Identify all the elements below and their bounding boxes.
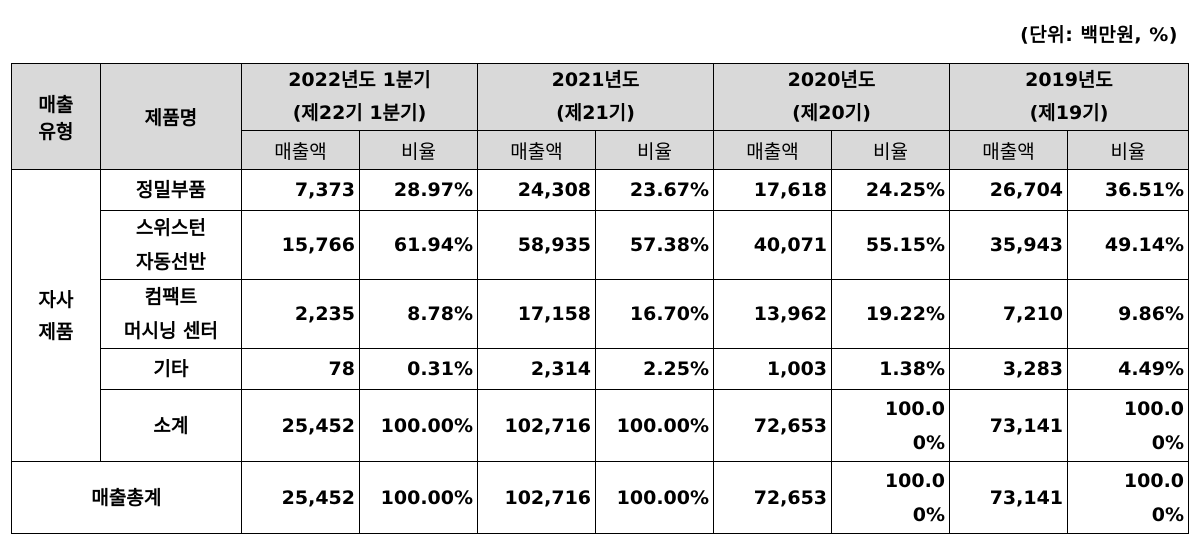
header-sales-amount: 매출액	[949, 130, 1069, 170]
cell-value: 25,452	[241, 461, 360, 534]
table-header: 매출 유형 제품명 2022년도 1분기 (제22기 1분기) 2021년도 (…	[11, 63, 1190, 170]
category-own-products: 자사 제품	[11, 169, 101, 462]
cell-value: 40,071	[713, 210, 833, 280]
cell-value: 58,935	[477, 210, 597, 280]
cell-value: 100.00%	[595, 389, 715, 462]
header-product-name: 제품명	[100, 63, 242, 170]
total-label: 매출총계	[11, 461, 242, 534]
cell-value: 2.25%	[595, 348, 715, 390]
product-name: 소계	[100, 389, 242, 462]
product-name: 컴팩트 머시닝 센터	[100, 279, 242, 349]
cell-value: 55.15%	[831, 210, 951, 280]
header-ratio: 비율	[831, 130, 951, 170]
cell-value: 16.70%	[595, 279, 715, 349]
cell-value: 15,766	[241, 210, 360, 280]
cell-value: 49.14%	[1067, 210, 1190, 280]
cell-value: 7,373	[241, 169, 360, 211]
header-sales-amount: 매출액	[477, 130, 597, 170]
cell-value: 100.0 0%	[1067, 389, 1190, 462]
cell-value: 100.0 0%	[1067, 461, 1190, 534]
cell-value: 4.49%	[1067, 348, 1190, 390]
header-ratio: 비율	[1067, 130, 1190, 170]
cell-value: 100.00%	[358, 461, 479, 534]
header-period-2022q1: 2022년도 1분기 (제22기 1분기)	[240, 63, 479, 131]
cell-value: 1,003	[713, 348, 833, 390]
product-name: 기타	[100, 348, 242, 390]
cell-value: 24,308	[477, 169, 597, 211]
cell-value: 72,653	[713, 389, 833, 462]
period-year: 2022년도 1분기	[288, 69, 431, 91]
period-term: (제20기)	[792, 102, 871, 124]
cell-value: 24.25%	[831, 169, 951, 211]
cell-value: 36.51%	[1067, 169, 1190, 211]
table-row: 자사 제품 정밀부품 7,373 28.97% 24,308 23.67% 17…	[11, 169, 1190, 462]
cell-value: 73,141	[949, 461, 1069, 534]
cell-value: 8.78%	[358, 279, 479, 349]
table-row: 스위스턴 자동선반 15,766 61.94% 58,935 57.38% 40…	[12, 210, 1190, 280]
header-sales-amount: 매출액	[713, 130, 833, 170]
header-sales-type: 매출 유형	[11, 63, 101, 170]
header-sales-amount: 매출액	[241, 130, 360, 170]
cell-value: 13,962	[713, 279, 833, 349]
header-period-2021: 2021년도 (제21기)	[477, 63, 715, 131]
subtotal-row: 소계 25,452 100.00% 102,716 100.00% 72,653…	[12, 389, 1190, 462]
cell-value: 28.97%	[358, 169, 479, 211]
cell-value: 17,618	[713, 169, 833, 211]
cell-value: 100.00%	[358, 389, 479, 462]
cell-value: 73,141	[949, 389, 1069, 462]
period-year: 2020년도	[787, 69, 876, 91]
cell-value: 25,452	[241, 389, 360, 462]
cell-value: 3,283	[949, 348, 1069, 390]
cell-value: 9.86%	[1067, 279, 1190, 349]
header-ratio: 비율	[595, 130, 715, 170]
cell-value: 23.67%	[595, 169, 715, 211]
table-row: 컴팩트 머시닝 센터 2,235 8.78% 17,158 16.70% 13,…	[12, 279, 1190, 349]
cell-value: 100.0 0%	[831, 461, 951, 534]
header-period-2020: 2020년도 (제20기)	[713, 63, 951, 131]
cell-value: 19.22%	[831, 279, 951, 349]
cell-value: 100.00%	[595, 461, 715, 534]
cell-value: 1.38%	[831, 348, 951, 390]
cell-value: 2,235	[241, 279, 360, 349]
period-term: (제22기 1분기)	[292, 102, 427, 124]
sales-table: 매출 유형 제품명 2022년도 1분기 (제22기 1분기) 2021년도 (…	[11, 63, 1190, 534]
cell-value: 17,158	[477, 279, 597, 349]
period-year: 2021년도	[551, 69, 640, 91]
header-period-2019: 2019년도 (제19기)	[949, 63, 1190, 131]
cell-value: 26,704	[949, 169, 1069, 211]
cell-value: 7,210	[949, 279, 1069, 349]
cell-value: 72,653	[713, 461, 833, 534]
header-ratio: 비율	[358, 130, 479, 170]
cell-value: 102,716	[477, 389, 597, 462]
cell-value: 61.94%	[358, 210, 479, 280]
table-row: 기타 78 0.31% 2,314 2.25% 1,003 1.38% 3,28…	[12, 348, 1190, 390]
period-year: 2019년도	[1025, 69, 1113, 91]
cell-value: 35,943	[949, 210, 1069, 280]
cell-value: 100.0 0%	[831, 389, 951, 462]
product-name: 스위스턴 자동선반	[100, 210, 242, 280]
cell-value: 78	[241, 348, 360, 390]
cell-value: 2,314	[477, 348, 597, 390]
cell-value: 57.38%	[595, 210, 715, 280]
unit-note: (단위: 백만원, %)	[1020, 24, 1178, 46]
product-name: 정밀부품	[100, 169, 242, 211]
cell-value: 102,716	[477, 461, 597, 534]
total-row: 매출총계 25,452 100.00% 102,716 100.00% 72,6…	[11, 461, 1190, 534]
period-term: (제19기)	[1029, 102, 1109, 124]
period-term: (제21기)	[556, 102, 635, 124]
cell-value: 0.31%	[358, 348, 479, 390]
